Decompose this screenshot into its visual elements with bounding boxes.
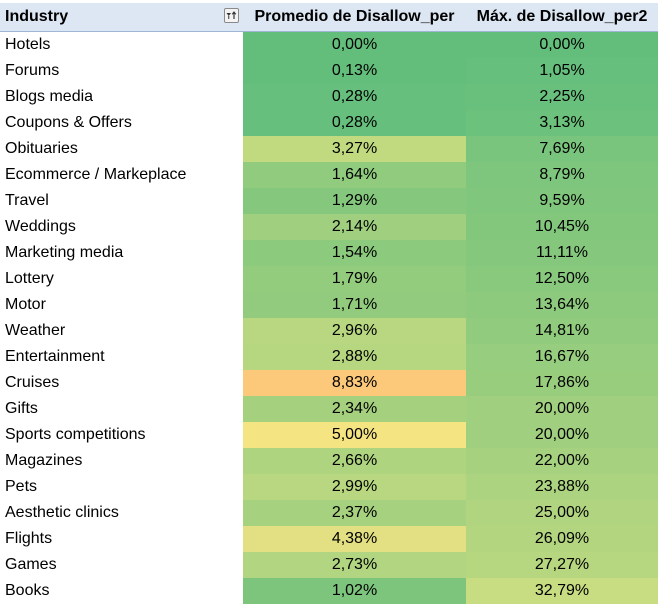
table-row: Ecommerce / Markeplace 1,64% 8,79% — [0, 162, 658, 188]
max-cell[interactable]: 1,05% — [466, 58, 658, 84]
avg-cell[interactable]: 2,99% — [243, 474, 466, 500]
avg-cell[interactable]: 2,96% — [243, 318, 466, 344]
max-cell[interactable]: 25,00% — [466, 500, 658, 526]
industry-cell[interactable]: Weddings — [0, 214, 243, 240]
industry-cell[interactable]: Aesthetic clinics — [0, 500, 243, 526]
avg-cell[interactable]: 1,79% — [243, 266, 466, 292]
table-row: Cruises 8,83% 17,86% — [0, 370, 658, 396]
avg-cell[interactable]: 2,34% — [243, 396, 466, 422]
industry-cell[interactable]: Coupons & Offers — [0, 110, 243, 136]
max-cell[interactable]: 12,50% — [466, 266, 658, 292]
table-row: Weather 2,96% 14,81% — [0, 318, 658, 344]
avg-cell[interactable]: 1,64% — [243, 162, 466, 188]
table-row: Coupons & Offers 0,28% 3,13% — [0, 110, 658, 136]
table-row: Hotels 0,00% 0,00% — [0, 31, 658, 58]
industry-cell[interactable]: Weather — [0, 318, 243, 344]
industry-cell[interactable]: Hotels — [0, 31, 243, 58]
table-row: Pets 2,99% 23,88% — [0, 474, 658, 500]
avg-cell[interactable]: 1,29% — [243, 188, 466, 214]
max-cell[interactable]: 3,13% — [466, 110, 658, 136]
industry-cell[interactable]: Magazines — [0, 448, 243, 474]
industry-cell[interactable]: Obituaries — [0, 136, 243, 162]
max-cell[interactable]: 23,88% — [466, 474, 658, 500]
industry-cell[interactable]: Pets — [0, 474, 243, 500]
table-row: Gifts 2,34% 20,00% — [0, 396, 658, 422]
table-row: Sports competitions 5,00% 20,00% — [0, 422, 658, 448]
table-row: Games 2,73% 27,27% — [0, 552, 658, 578]
avg-cell[interactable]: 4,38% — [243, 526, 466, 552]
table-row: Aesthetic clinics 2,37% 25,00% — [0, 500, 658, 526]
industry-cell[interactable]: Blogs media — [0, 84, 243, 110]
max-header[interactable]: Máx. de Disallow_per2 — [466, 3, 658, 32]
table-row: Marketing media 1,54% 11,11% — [0, 240, 658, 266]
avg-cell[interactable]: 1,02% — [243, 578, 466, 604]
industry-header-label: Industry — [5, 8, 69, 25]
max-cell[interactable]: 22,00% — [466, 448, 658, 474]
industry-cell[interactable]: Forums — [0, 58, 243, 84]
max-cell[interactable]: 20,00% — [466, 422, 658, 448]
table-row: Blogs media 0,28% 2,25% — [0, 84, 658, 110]
avg-cell[interactable]: 8,83% — [243, 370, 466, 396]
max-cell[interactable]: 27,27% — [466, 552, 658, 578]
avg-cell[interactable]: 2,37% — [243, 500, 466, 526]
avg-cell[interactable]: 2,88% — [243, 344, 466, 370]
avg-cell[interactable]: 1,54% — [243, 240, 466, 266]
avg-cell[interactable]: 2,73% — [243, 552, 466, 578]
max-cell[interactable]: 2,25% — [466, 84, 658, 110]
industry-cell[interactable]: Lottery — [0, 266, 243, 292]
max-cell[interactable]: 17,86% — [466, 370, 658, 396]
industry-cell[interactable]: Games — [0, 552, 243, 578]
max-cell[interactable]: 8,79% — [466, 162, 658, 188]
max-cell[interactable]: 9,59% — [466, 188, 658, 214]
industry-cell[interactable]: Travel — [0, 188, 243, 214]
industry-cell[interactable]: Books — [0, 578, 243, 604]
avg-cell[interactable]: 0,00% — [243, 31, 466, 58]
max-cell[interactable]: 32,79% — [466, 578, 658, 604]
max-cell[interactable]: 20,00% — [466, 396, 658, 422]
table-row: Travel 1,29% 9,59% — [0, 188, 658, 214]
industry-cell[interactable]: Gifts — [0, 396, 243, 422]
max-cell[interactable]: 16,67% — [466, 344, 658, 370]
avg-cell[interactable]: 0,28% — [243, 110, 466, 136]
table-row: Magazines 2,66% 22,00% — [0, 448, 658, 474]
table-row: Books 1,02% 32,79% — [0, 578, 658, 604]
max-cell[interactable]: 11,11% — [466, 240, 658, 266]
avg-cell[interactable]: 1,71% — [243, 292, 466, 318]
industry-cell[interactable]: Cruises — [0, 370, 243, 396]
industry-cell[interactable]: Ecommerce / Markeplace — [0, 162, 243, 188]
sort-filter-icon[interactable] — [224, 8, 239, 23]
avg-cell[interactable]: 0,28% — [243, 84, 466, 110]
max-cell[interactable]: 10,45% — [466, 214, 658, 240]
max-cell[interactable]: 13,64% — [466, 292, 658, 318]
table-row: Lottery 1,79% 12,50% — [0, 266, 658, 292]
industry-cell[interactable]: Motor — [0, 292, 243, 318]
header-row: Industry Promedio de Disallow_per Máx. d… — [0, 3, 658, 32]
table-row: Weddings 2,14% 10,45% — [0, 214, 658, 240]
table-row: Forums 0,13% 1,05% — [0, 58, 658, 84]
industry-cell[interactable]: Sports competitions — [0, 422, 243, 448]
max-cell[interactable]: 7,69% — [466, 136, 658, 162]
industry-cell[interactable]: Marketing media — [0, 240, 243, 266]
max-cell[interactable]: 26,09% — [466, 526, 658, 552]
max-cell[interactable]: 0,00% — [466, 31, 658, 58]
avg-header[interactable]: Promedio de Disallow_per — [243, 3, 466, 32]
avg-cell[interactable]: 5,00% — [243, 422, 466, 448]
industry-cell[interactable]: Entertainment — [0, 344, 243, 370]
avg-cell[interactable]: 2,14% — [243, 214, 466, 240]
table-row: Obituaries 3,27% 7,69% — [0, 136, 658, 162]
industry-cell[interactable]: Flights — [0, 526, 243, 552]
avg-cell[interactable]: 2,66% — [243, 448, 466, 474]
table-row: Entertainment 2,88% 16,67% — [0, 344, 658, 370]
avg-cell[interactable]: 0,13% — [243, 58, 466, 84]
pivot-table: Industry Promedio de Disallow_per Máx. d… — [0, 3, 658, 604]
table-row: Flights 4,38% 26,09% — [0, 526, 658, 552]
industry-header[interactable]: Industry — [0, 3, 243, 32]
table-row: Motor 1,71% 13,64% — [0, 292, 658, 318]
max-cell[interactable]: 14,81% — [466, 318, 658, 344]
avg-cell[interactable]: 3,27% — [243, 136, 466, 162]
